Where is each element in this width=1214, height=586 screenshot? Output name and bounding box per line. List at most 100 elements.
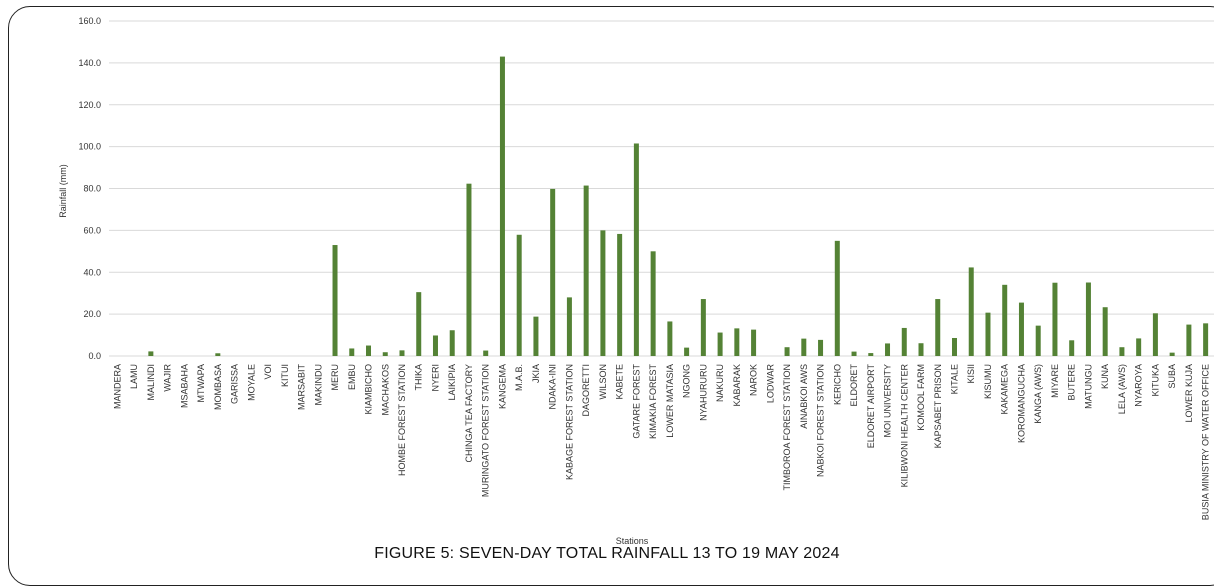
bar	[1136, 338, 1142, 356]
y-tick-label: 140.0	[78, 58, 101, 68]
x-tick-label: M.A.B.	[514, 364, 524, 391]
bar	[566, 297, 572, 356]
bar	[818, 339, 824, 356]
x-tick-label: ELDORET AIRPORT	[866, 364, 876, 449]
x-tick-label: DAGORETTI	[581, 364, 591, 417]
x-tick-label: KOMOOL FARM	[916, 364, 926, 431]
bar	[1119, 347, 1125, 356]
bar	[349, 348, 355, 356]
bar	[432, 335, 438, 356]
bar	[550, 188, 556, 356]
bar	[516, 234, 522, 356]
x-axis-label: Stations	[616, 536, 649, 546]
bar	[901, 327, 907, 356]
x-tick-label: MALINDI	[146, 364, 156, 401]
x-tick-label: MSABAHA	[179, 364, 189, 408]
rainfall-bar-chart: 0.020.040.060.080.0100.0120.0140.0160.0 …	[58, 16, 1214, 546]
x-tick-label: KUNA	[1100, 364, 1110, 389]
bar	[834, 240, 840, 356]
x-tick-label: MOI UNIVERSITY	[883, 364, 893, 438]
bar	[600, 230, 606, 356]
x-tick-label: KIMAKIA FOREST	[648, 363, 658, 439]
bar	[583, 185, 589, 356]
x-tick-label: MTWAPA	[196, 364, 206, 403]
y-axis-label: Rainfall (mm)	[58, 164, 68, 218]
x-tick-label: KISII	[966, 364, 976, 384]
bar	[667, 321, 673, 356]
x-tick-label: NYAHURURU	[698, 364, 708, 421]
bar	[633, 143, 639, 356]
bar	[1069, 340, 1075, 356]
bar	[717, 332, 723, 356]
bar	[1186, 324, 1192, 356]
x-tick-label: KIAMBICHO	[364, 364, 374, 415]
x-tick-label: MOMBASA	[213, 364, 223, 410]
bar	[483, 350, 489, 356]
x-tick-label: NYERI	[430, 364, 440, 392]
x-tick-label: JKIA	[531, 364, 541, 383]
x-tick-label: NAKURU	[715, 364, 725, 402]
x-tick-label: NAROK	[749, 364, 759, 396]
x-tick-label: SUBA	[1167, 364, 1177, 389]
bar	[650, 251, 656, 356]
y-tick-label: 120.0	[78, 100, 101, 110]
x-tick-label: MIYARE	[1050, 364, 1060, 398]
x-tick-label: LOWER MATASIA	[665, 364, 675, 438]
bar	[734, 328, 740, 356]
y-tick-label: 160.0	[78, 16, 101, 26]
y-tick-label: 0.0	[88, 351, 101, 361]
x-tick-label: NDAKA-INI	[548, 364, 558, 410]
bar	[918, 343, 924, 356]
y-tick-label: 100.0	[78, 142, 101, 152]
gridlines	[109, 20, 1214, 357]
bar	[968, 267, 974, 356]
x-tick-label: MOYALE	[246, 364, 256, 401]
bar	[215, 353, 221, 356]
x-tick-label: LELA (AWS)	[1117, 364, 1127, 414]
bar	[851, 351, 857, 356]
bar	[935, 299, 941, 356]
y-tick-label: 80.0	[83, 184, 101, 194]
x-tick-label: KANGA (AWS)	[1033, 364, 1043, 424]
bar	[684, 347, 690, 356]
x-tick-label: KILIBWONI HEALTH CENTER	[899, 364, 909, 488]
bar	[801, 338, 807, 356]
bars	[148, 56, 1209, 356]
x-tick-label: NGONG	[682, 364, 692, 398]
bar	[399, 350, 405, 356]
x-tick-label: HOMBE FOREST STATION	[397, 364, 407, 476]
x-tick-label: GATARE FOREST	[631, 363, 641, 438]
x-tick-label: KISUMU	[983, 364, 993, 399]
y-tick-label: 60.0	[83, 225, 101, 235]
x-tick-label: KAKAMEGA	[1000, 364, 1010, 415]
x-tick-label: KABETE	[615, 364, 625, 400]
x-tick-label: BUTERE	[1067, 364, 1077, 401]
x-tick-label: KABARAK	[732, 364, 742, 407]
bar	[1203, 323, 1209, 356]
figure-caption: FIGURE 5: SEVEN-DAY TOTAL RAINFALL 13 TO…	[374, 545, 840, 562]
x-tick-label: VOI	[263, 364, 273, 380]
x-tick-label: WAJIR	[163, 364, 173, 392]
bar	[1152, 313, 1158, 356]
x-tick-labels: MANDERA LAMU MALINDI WAJIR MSABAHA MTWAPA MOMB…	[112, 363, 1210, 520]
bar	[1018, 302, 1024, 356]
x-tick-label: EMBU	[347, 364, 357, 390]
bar	[366, 345, 372, 356]
x-tick-label: KITUI	[280, 364, 290, 387]
bar	[1002, 284, 1008, 356]
bar	[148, 351, 154, 356]
x-tick-label: MARSABIT	[297, 364, 307, 411]
x-tick-label: KITUKA	[1150, 364, 1160, 397]
bar	[1169, 352, 1175, 356]
x-tick-label: KOROMANGUCHA	[1016, 364, 1026, 443]
bar	[700, 299, 706, 356]
x-tick-label: MAKINDU	[313, 364, 323, 406]
bar	[885, 343, 891, 356]
x-tick-label: NABKOI FOREST STATION	[816, 364, 826, 477]
y-tick-label: 40.0	[83, 267, 101, 277]
bar	[466, 183, 472, 356]
bar	[382, 352, 388, 356]
x-tick-label: KABAGE FOREST STATION	[564, 364, 574, 480]
x-tick-label: MURINGATO FOREST STATION	[481, 364, 491, 497]
x-tick-label: CHINGA TEA FACTORY	[464, 364, 474, 463]
